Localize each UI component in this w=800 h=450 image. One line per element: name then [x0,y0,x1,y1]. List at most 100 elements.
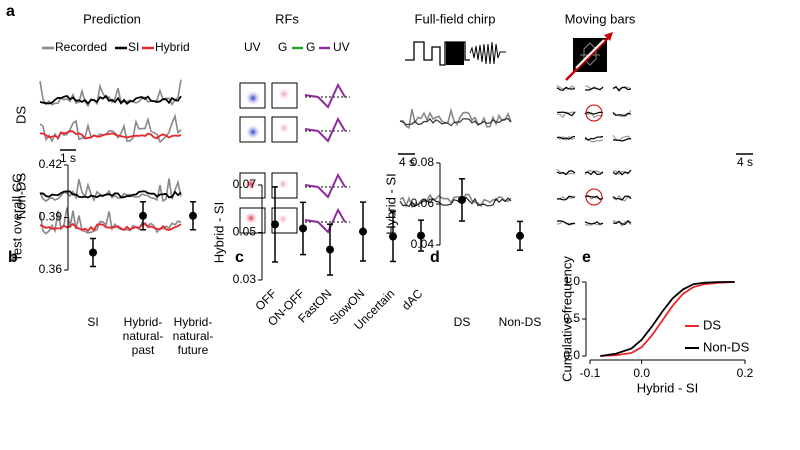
trace [556,85,576,90]
x-axis-label: Hybrid - SI [637,380,698,395]
x-tick-label: Hybrid- [174,315,213,329]
y-tick-label: 0.42 [39,157,63,171]
point [271,220,279,229]
trace [584,111,604,115]
rf-legend: UV G G UV [244,40,350,54]
y-tick-label: 1.0 [563,274,580,288]
y-tick-label: 0.07 [233,177,257,191]
scale-label: 1 s [60,151,76,165]
trace [584,138,604,143]
x-tick-label: future [178,343,209,357]
point [189,211,197,220]
trace [612,85,632,92]
trace [584,221,604,225]
trace [612,111,632,117]
x-tick-label: natural- [123,329,164,343]
trace [556,111,576,119]
x-tick-label: 0.2 [737,366,754,380]
y-tick-label: 0.39 [39,210,63,224]
trace [399,118,512,127]
chirp-stimulus [469,41,506,65]
scale-label: 4 s [399,155,415,169]
panel-letter: e [582,249,591,266]
y-tick-label: 0.36 [39,262,63,276]
panel-title: Moving bars [565,11,636,26]
trace [584,195,604,201]
trace [556,111,576,117]
kernel [304,116,346,143]
y-tick-label: 0.06 [411,196,435,210]
y-axis-label: Hybrid - SI [211,202,226,263]
trace [556,86,576,91]
panel-letter: c [235,249,244,266]
trace [556,135,576,142]
point [389,232,397,241]
legend-label: Non-DS [703,339,750,354]
x-tick-label: DS [454,315,471,329]
trace [612,169,632,176]
point [299,224,307,233]
trace [612,138,632,142]
cdf-line [600,281,735,357]
x-tick-label: past [132,343,155,357]
trace [584,111,604,119]
legend-label: DS [703,317,721,332]
trace [399,193,512,209]
trace [584,86,604,91]
y-axis-label: Hybrid - SI [383,173,398,234]
y-axis-label: Cumulative frequency [559,256,574,382]
cdf-line [600,281,735,357]
x-tick-label: Non-DS [499,315,542,329]
point [359,227,367,236]
y-tick-label: 0.04 [411,237,435,251]
point [417,231,425,240]
trace [399,107,512,130]
x-tick-label: 0.0 [633,366,650,380]
x-tick-label: natural- [173,329,214,343]
rf-legend-label: G [306,40,315,54]
trace [612,219,632,227]
y-tick-label: 0.03 [233,272,257,286]
panel-title: Prediction [83,11,141,26]
trace [39,222,182,232]
row-label: DS [13,106,28,124]
legend-label: Recorded [55,40,107,54]
polar [585,104,603,122]
chirp-block [446,42,464,65]
traces [39,79,632,235]
panel-letter: b [8,249,18,266]
y-tick-label: 0.05 [233,225,257,239]
y-axis-label: Test overall CC [9,173,24,261]
rf-maps [239,82,298,234]
panel-title: RFs [275,11,299,26]
point [516,231,524,240]
x-tick-label: dAC [399,286,426,313]
legend-label: Hybrid [155,40,190,54]
trace [557,195,576,201]
y-tick-label: 0.5 [563,311,580,325]
x-tick-label: SI [87,315,98,329]
trace [556,135,576,140]
kernel [304,207,346,234]
trace [584,136,604,141]
trace [39,130,182,140]
panel-letter: d [430,249,440,266]
trace [556,170,576,176]
trace [612,219,632,225]
kernel [304,82,346,109]
rf-legend-label: G [278,40,287,54]
point [89,248,97,257]
x-tick-label: Hybrid- [124,315,163,329]
scale-label: 4 s [737,155,753,169]
trace [612,195,632,201]
trace [612,169,632,176]
trace [584,170,604,176]
rf-legend-label: UV [333,40,350,54]
kernel [304,172,346,199]
moving-bars-icon [565,32,613,81]
y-tick-label: 0.0 [563,348,580,362]
trace [39,178,182,203]
trace [612,134,632,142]
legend: Recorded SI Hybrid [42,40,190,54]
